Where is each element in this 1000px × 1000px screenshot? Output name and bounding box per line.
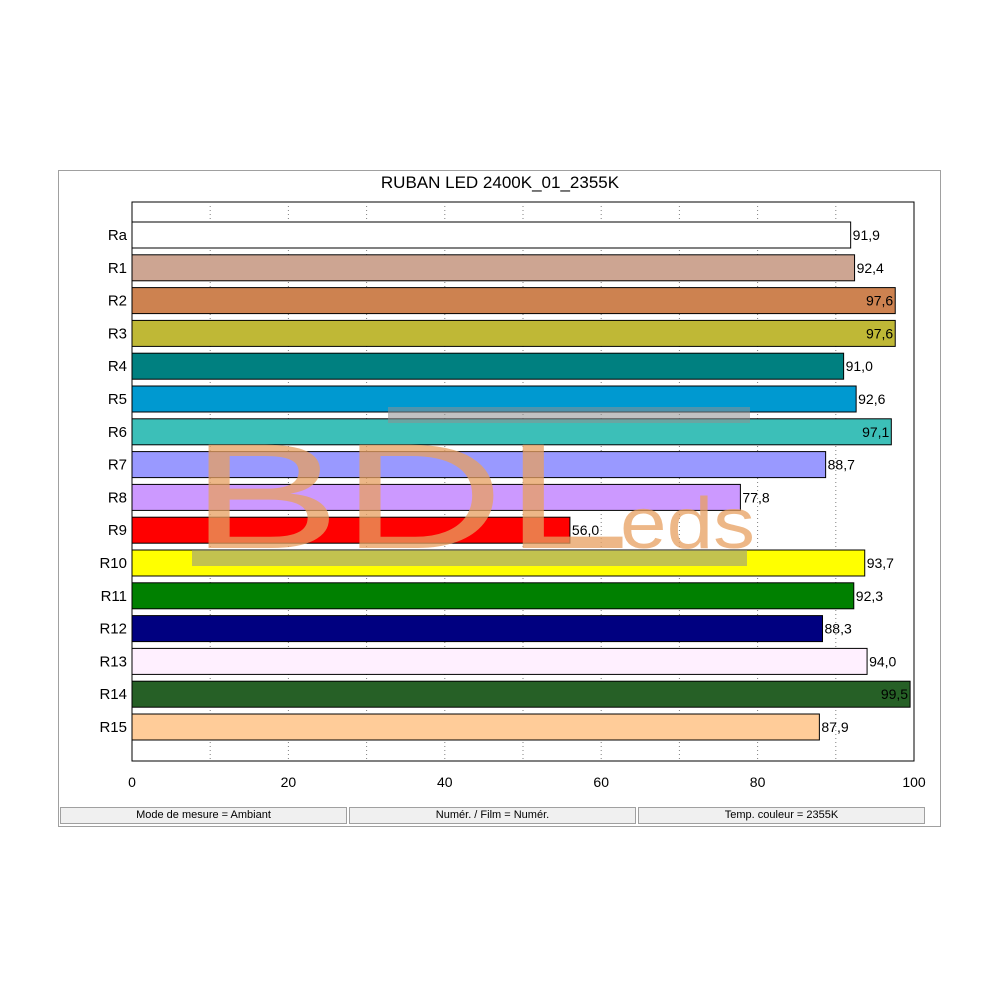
category-label: R14 <box>99 686 127 703</box>
watermark-text-suffix: eds <box>620 484 755 564</box>
bar <box>131 352 845 380</box>
watermark-bar-bottom <box>192 550 747 566</box>
value-label: 93,7 <box>867 555 894 571</box>
category-label: R8 <box>108 489 127 506</box>
category-label: Ra <box>108 227 128 244</box>
bar <box>131 254 856 282</box>
value-label: 94,0 <box>869 653 896 669</box>
bar <box>131 582 855 610</box>
chart-title: RUBAN LED 2400K_01_2355K <box>380 173 620 192</box>
category-label: R4 <box>108 358 127 375</box>
category-label: R6 <box>108 424 127 441</box>
value-label: 91,0 <box>846 358 873 374</box>
value-label: 97,6 <box>866 293 893 309</box>
bar <box>131 680 911 708</box>
value-label: 87,9 <box>821 719 848 735</box>
status-measure-mode: Mode de mesure = Ambiant <box>60 807 347 824</box>
value-label: 92,4 <box>857 260 884 276</box>
category-label: R12 <box>99 621 127 638</box>
bar <box>131 451 827 479</box>
bar <box>131 483 741 511</box>
bar <box>131 647 868 675</box>
x-tick-label: 40 <box>437 774 453 790</box>
category-label: R15 <box>99 719 127 736</box>
value-label: 88,3 <box>825 621 852 637</box>
status-numeric-film: Numér. / Film = Numér. <box>349 807 636 824</box>
category-label: R13 <box>99 653 127 670</box>
value-label: 97,1 <box>862 424 889 440</box>
category-label: R10 <box>99 555 127 572</box>
bar <box>131 615 824 643</box>
category-label: R7 <box>108 457 127 474</box>
value-label: 77,8 <box>742 489 769 505</box>
bar <box>131 221 852 249</box>
value-label: 88,7 <box>828 457 855 473</box>
x-tick-label: 80 <box>750 774 766 790</box>
watermark-text-main: BDL <box>190 412 630 580</box>
bar <box>131 319 896 347</box>
bar <box>131 713 820 741</box>
bar <box>131 418 892 446</box>
x-tick-label: 20 <box>281 774 297 790</box>
value-label: 99,5 <box>881 686 908 702</box>
status-bar: Mode de mesure = Ambiant Numér. / Film =… <box>60 807 940 825</box>
category-label: R3 <box>108 325 127 342</box>
value-label: 97,6 <box>866 325 893 341</box>
category-label: R9 <box>108 522 127 539</box>
value-label: 91,9 <box>853 227 880 243</box>
status-color-temperature: Temp. couleur = 2355K <box>638 807 925 824</box>
category-label: R11 <box>101 588 127 605</box>
x-tick-label: 100 <box>902 774 926 790</box>
labels: 0 20 40 60 80 100 Ra 91,9 R1 92,4 R2 97,6 R3 97,6 R4 91… <box>99 227 925 790</box>
bars <box>131 221 911 741</box>
category-label: R1 <box>108 260 127 277</box>
x-tick-label: 60 <box>593 774 609 790</box>
x-tick-label: 0 <box>128 774 136 790</box>
category-label: R5 <box>108 391 127 408</box>
value-label: 92,3 <box>856 588 883 604</box>
grid-lines <box>131 201 915 762</box>
value-label: 92,6 <box>858 391 885 407</box>
value-label: 56,0 <box>572 522 599 538</box>
category-label: R2 <box>108 293 127 310</box>
bar <box>131 516 571 544</box>
bar <box>131 287 896 315</box>
watermark-bar-top <box>388 407 750 423</box>
